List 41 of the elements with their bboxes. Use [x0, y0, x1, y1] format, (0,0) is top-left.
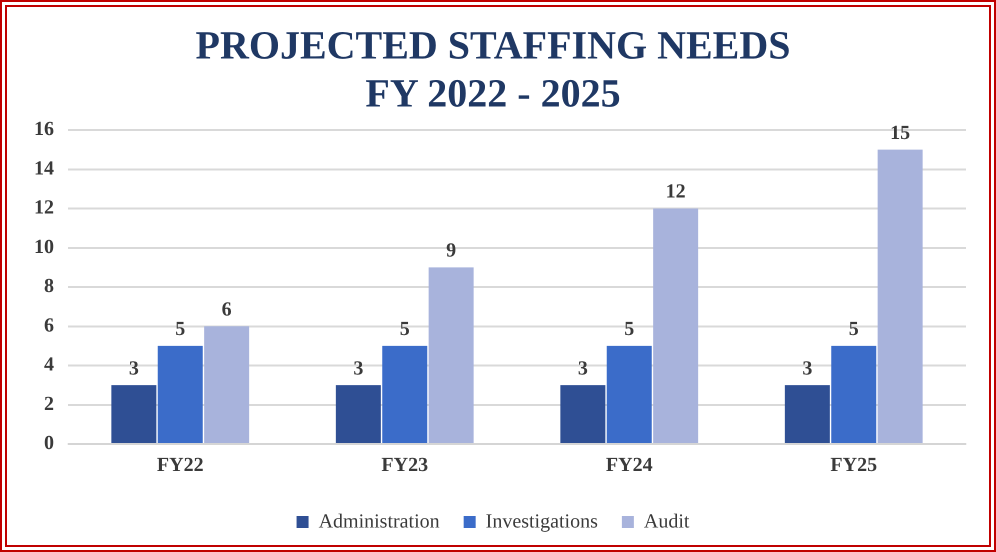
bar [831, 346, 876, 443]
data-label: 5 [624, 318, 634, 340]
legend-label: Investigations [486, 510, 598, 532]
data-label: 3 [802, 357, 812, 380]
bar [158, 346, 203, 443]
y-tick-label: 2 [44, 392, 54, 415]
data-label: 6 [222, 298, 232, 320]
data-label: 15 [890, 122, 910, 144]
bar [204, 326, 250, 443]
legend-label: Administration [318, 510, 440, 532]
bar [653, 208, 698, 443]
data-label: 9 [446, 240, 456, 262]
data-label: 3 [578, 357, 588, 380]
y-tick-label: 8 [44, 275, 54, 298]
x-tick-label: FY23 [381, 454, 428, 476]
chart-title: PROJECTED STAFFING NEEDS FY 2022 - 2025 [196, 22, 790, 116]
data-label: 3 [353, 357, 364, 380]
bar [382, 346, 428, 443]
bar [606, 346, 652, 443]
y-tick-label: 12 [34, 196, 54, 219]
bar [560, 385, 606, 443]
legend-label: Audit [644, 510, 690, 532]
y-tick-label: 16 [34, 118, 54, 140]
x-tick-label: FY22 [156, 454, 204, 476]
bar [336, 385, 381, 443]
y-tick-label: 14 [34, 157, 54, 180]
y-tick-label: 4 [44, 354, 54, 376]
x-tick-label: FY24 [606, 454, 653, 476]
y-tick-label: 10 [34, 236, 54, 258]
bar [878, 150, 923, 443]
y-tick-label: 0 [44, 432, 54, 454]
x-tick-label: FY25 [830, 454, 878, 476]
bar [428, 267, 474, 443]
bar [111, 385, 156, 443]
data-label: 12 [666, 180, 686, 203]
data-label: 5 [400, 318, 410, 340]
data-label: 3 [128, 357, 139, 380]
bar [784, 385, 830, 443]
y-tick-label: 6 [44, 314, 54, 336]
data-label: 5 [848, 318, 859, 340]
data-label: 5 [175, 318, 186, 340]
